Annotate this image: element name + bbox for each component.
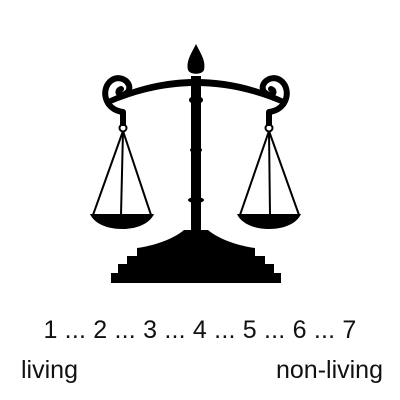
rating-scale-numbers: 1 ... 2 ... 3 ... 4 ... 5 ... 6 ... 7	[43, 316, 357, 344]
left-scroll	[102, 75, 133, 115]
left-pan	[90, 214, 154, 229]
right-pan-strings	[239, 130, 300, 216]
finial	[187, 44, 205, 74]
beam	[106, 79, 286, 106]
scale-base	[111, 230, 281, 283]
left-endpoint-label: living	[21, 356, 78, 384]
central-column	[191, 76, 201, 236]
right-scroll	[259, 75, 290, 115]
right-pan	[237, 214, 301, 229]
balance-scale-icon	[90, 44, 301, 283]
left-pan-strings	[92, 130, 152, 216]
right-endpoint-label: non-living	[275, 356, 383, 384]
